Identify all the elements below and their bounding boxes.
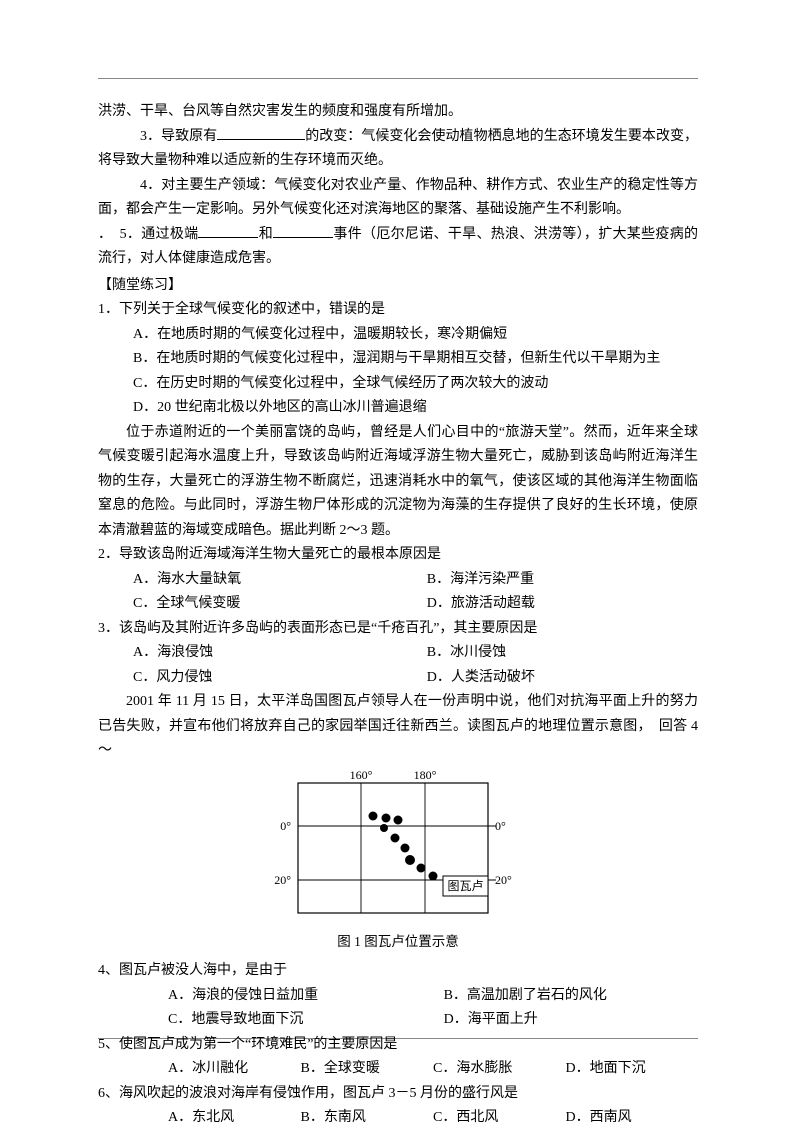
figure-1-caption: 图 1 图瓦卢位置示意 [337, 930, 459, 954]
q5-option-d: D．地面下沉 [566, 1057, 699, 1082]
q3-option-a: A．海浪侵蚀 [133, 641, 427, 666]
question-4: 4、图瓦卢被没人海中，是由于 [98, 959, 698, 984]
q1-option-d: D．20 世纪南北极以外地区的高山冰川普遍退缩 [98, 396, 698, 421]
q5-option-c: C．海水膨胀 [433, 1057, 566, 1082]
svg-text:0°: 0° [495, 819, 506, 833]
q1-option-c: C．在历史时期的气候变化过程中，全球气候经历了两次较大的波动 [98, 372, 698, 397]
svg-text:20°: 20° [495, 873, 512, 887]
q3-row-2: C．风力侵蚀 D．人类活动破坏 [98, 666, 698, 691]
q3-option-b: B．冰川侵蚀 [427, 641, 506, 666]
q2-row-1: A．海水大量缺氧 B．海洋污染严重 [98, 568, 698, 593]
q5-option-b: B．全球变暖 [301, 1057, 434, 1082]
q4-option-b: B．高温加剧了岩石的风化 [444, 984, 607, 1009]
question-1: 1．下列关于全球气候变化的叙述中，错误的是 [98, 298, 698, 323]
para5-text-a: ． 5．通过极端 [98, 227, 198, 242]
question-3: 3．该岛屿及其附近许多岛屿的表面形态已是“千疮百孔”，其主要原因是 [98, 617, 698, 642]
blank-2 [198, 224, 258, 238]
q3-row-1: A．海浪侵蚀 B．冰川侵蚀 [98, 641, 698, 666]
q3-option-c: C．风力侵蚀 [133, 666, 427, 691]
q6-option-a: A．东北风 [168, 1106, 301, 1131]
para5-text-b: 和 [258, 227, 273, 242]
q3-option-d: D．人类活动破坏 [427, 666, 535, 691]
svg-text:180°: 180° [414, 768, 437, 782]
svg-text:图瓦卢: 图瓦卢 [447, 878, 483, 893]
svg-text:160°: 160° [350, 768, 373, 782]
page-top-rule [98, 78, 698, 79]
passage-1: 位于赤道附近的一个美丽富饶的岛屿，曾经是人们心目中的“旅游天堂”。然而，近年来全… [98, 421, 698, 544]
q1-option-a: A．在地质时期的气候变化过程中，温暖期较长，寒冷期偏短 [98, 323, 698, 348]
q4-row-2: C．地震导致地面下沉 D．海平面上升 [98, 1008, 698, 1033]
paragraph-4: 4．对主要生产领域：气候变化对农业产量、作物品种、耕作方式、农业生产的稳定性等方… [98, 174, 698, 223]
q4-option-d: D．海平面上升 [444, 1008, 538, 1033]
document-body: 洪涝、干旱、台风等自然灾害发生的频度和强度有所增加。 3．导致原有的改变：气候变… [98, 100, 698, 1131]
q5-options: A．冰川融化 B．全球变暖 C．海水膨胀 D．地面下沉 [98, 1057, 698, 1082]
question-2: 2．导致该岛附近海域海洋生物大量死亡的最根本原因是 [98, 543, 698, 568]
practice-heading: 【随堂练习】 [98, 274, 698, 299]
q1-option-b: B．在地质时期的气候变化过程中，湿润期与干旱期相互交替，但新生代以干旱期为主 [98, 347, 698, 372]
question-5: 5、使图瓦卢成为第一个“环境难民”的主要原因是 [98, 1033, 698, 1058]
q6-options: A．东北风 B．东南风 C．西北风 D．西南风 [98, 1106, 698, 1131]
q6-option-c: C．西北风 [433, 1106, 566, 1131]
q2-option-a: A．海水大量缺氧 [133, 568, 427, 593]
q4-row-1: A．海浪的侵蚀日益加重 B．高温加剧了岩石的风化 [98, 984, 698, 1009]
q4-option-a: A．海浪的侵蚀日益加重 [168, 984, 444, 1009]
q4-option-c: C．地震导致地面下沉 [168, 1008, 444, 1033]
q6-option-b: B．东南风 [301, 1106, 434, 1131]
svg-text:0°: 0° [280, 819, 291, 833]
q6-option-d: D．西南风 [566, 1106, 699, 1131]
svg-text:20°: 20° [274, 873, 291, 887]
q2-option-d: D．旅游活动超载 [427, 592, 535, 617]
tuvalu-map-svg: 160° 180° 0° 20° 0° 20° 图瓦卢 [258, 768, 538, 928]
blank-3 [273, 224, 333, 238]
question-6: 6、海风吹起的波浪对海岸有侵蚀作用，图瓦卢 3－5 月份的盛行风是 [98, 1082, 698, 1107]
passage-2: 2001 年 11 月 15 日，太平洋岛国图瓦卢领导人在一份声明中说，他们对抗… [98, 690, 698, 764]
blank-1 [217, 126, 305, 140]
paragraph-3: 3．导致原有的改变：气候变化会使动植物栖息地的生态环境发生要本改变，将导致大量物… [98, 125, 698, 174]
para3-text-a: 3．导致原有 [140, 129, 217, 144]
paragraph-continuation: 洪涝、干旱、台风等自然灾害发生的频度和强度有所增加。 [98, 100, 698, 125]
q2-row-2: C．全球气候变暖 D．旅游活动超载 [98, 592, 698, 617]
q2-option-c: C．全球气候变暖 [133, 592, 427, 617]
paragraph-5: ． 5．通过极端和事件（厄尔尼诺、干旱、热浪、洪涝等），扩大某些疫病的流行，对人… [98, 223, 698, 272]
figure-1-map: 160° 180° 0° 20° 0° 20° 图瓦卢 图 1 图瓦卢位置示意 [98, 768, 698, 954]
q5-option-a: A．冰川融化 [168, 1057, 301, 1082]
q2-option-b: B．海洋污染严重 [427, 568, 534, 593]
